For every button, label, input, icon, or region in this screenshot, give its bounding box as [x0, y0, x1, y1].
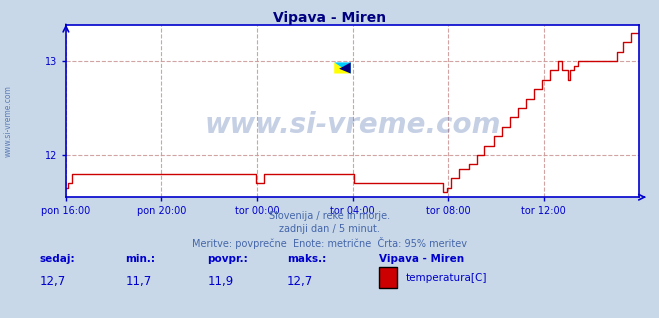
Text: povpr.:: povpr.: — [208, 254, 248, 264]
Text: maks.:: maks.: — [287, 254, 326, 264]
Text: min.:: min.: — [125, 254, 156, 264]
Text: sedaj:: sedaj: — [40, 254, 75, 264]
Text: temperatura[C]: temperatura[C] — [405, 273, 487, 283]
Text: www.si-vreme.com: www.si-vreme.com — [3, 85, 13, 157]
Text: Vipava - Miren: Vipava - Miren — [379, 254, 464, 264]
Text: 11,9: 11,9 — [208, 275, 234, 287]
Text: zadnji dan / 5 minut.: zadnji dan / 5 minut. — [279, 224, 380, 234]
Text: Meritve: povprečne  Enote: metrične  Črta: 95% meritev: Meritve: povprečne Enote: metrične Črta:… — [192, 237, 467, 249]
Text: 12,7: 12,7 — [287, 275, 313, 287]
Text: Slovenija / reke in morje.: Slovenija / reke in morje. — [269, 211, 390, 221]
Text: 12,7: 12,7 — [40, 275, 66, 287]
Text: www.si-vreme.com: www.si-vreme.com — [204, 111, 501, 139]
Text: Vipava - Miren: Vipava - Miren — [273, 11, 386, 25]
Text: 11,7: 11,7 — [125, 275, 152, 287]
